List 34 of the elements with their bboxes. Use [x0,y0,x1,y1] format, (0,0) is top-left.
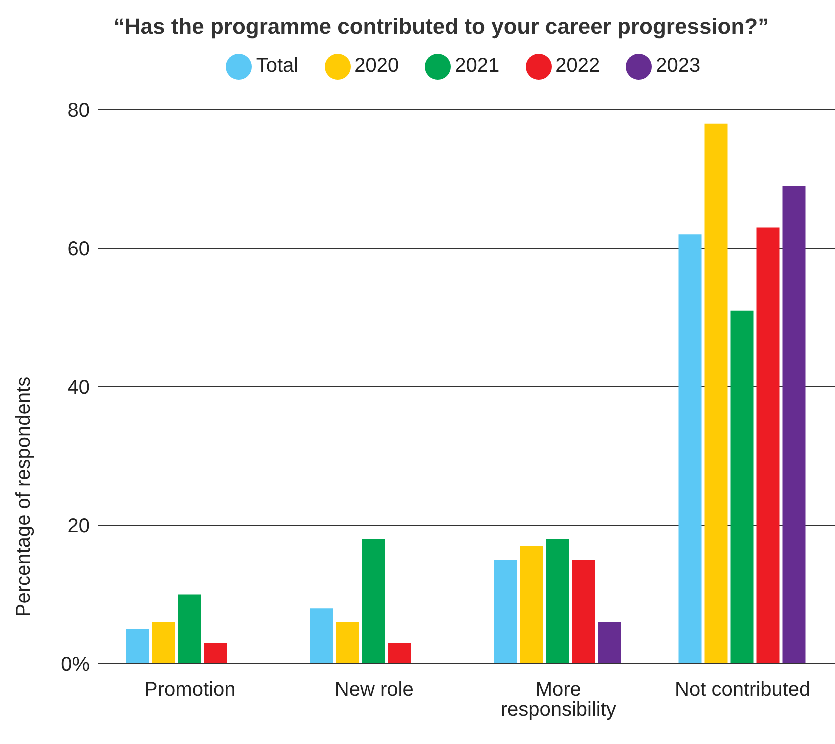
bar [126,629,149,664]
y-tick-label: 0% [61,654,90,676]
bar [730,310,754,664]
legend-label: 2020 [354,55,400,78]
x-tick-label: Promotion [144,679,236,702]
bar [388,643,412,664]
y-tick-label: 20 [68,516,90,538]
legend-label: 2022 [556,55,600,78]
y-tick-label: 80 [68,100,90,122]
bar [704,124,728,664]
bar [152,622,175,664]
y-tick-label: 60 [68,238,90,261]
chart-title: “Has the programme contributed to your career progression?” [112,13,770,41]
bar [204,643,227,664]
x-tick-label: Not contributed [675,679,811,702]
y-tick-label: 40 [68,377,90,400]
bar [178,594,201,664]
legend-label: 2021 [455,55,500,78]
bar [598,622,622,664]
bar [520,546,544,664]
bar [546,539,570,664]
legend-label: Total [256,55,299,78]
bar [678,234,702,664]
bar [362,539,386,664]
bar [336,622,360,664]
legend-label: 2023 [656,55,701,78]
bar [782,186,806,664]
x-tick-label: New role [334,679,414,702]
bar [572,560,596,664]
bar [756,228,780,664]
x-tick-label: More responsibility [500,679,616,722]
bar [310,608,334,664]
y-axis-title: Percentage of respondents [13,376,36,618]
bar [494,560,518,664]
